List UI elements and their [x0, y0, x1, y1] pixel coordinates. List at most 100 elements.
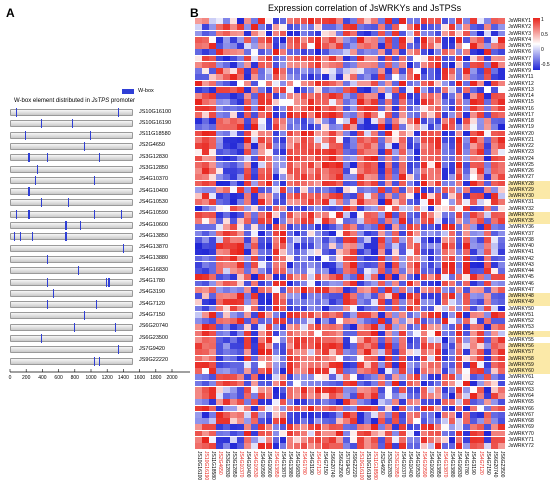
heatmap-cell [455, 74, 463, 81]
heatmap-row-label: JsWRKY65 [508, 399, 534, 406]
heatmap-cell [498, 155, 505, 162]
heatmap-cell [230, 324, 237, 331]
heatmap-col-label: JS3G12850 [392, 451, 399, 478]
heatmap-cell [371, 393, 378, 399]
heatmap-cell [314, 180, 322, 187]
heatmap-cell [448, 324, 456, 331]
heatmap-cell [364, 174, 371, 181]
heatmap-cell [209, 418, 216, 424]
heatmap-cell [399, 86, 407, 93]
heatmap-cell [314, 211, 322, 218]
heatmap-cell [413, 355, 421, 362]
heatmap-cell [314, 374, 322, 381]
heatmap-cell [357, 86, 364, 93]
wbox-mark [98, 153, 100, 163]
heatmap-cell [230, 68, 237, 74]
heatmap-cell [469, 430, 477, 437]
heatmap-cell [406, 311, 414, 318]
heatmap-cell [321, 299, 329, 306]
heatmap-cell [462, 399, 470, 406]
heatmap-cell [491, 199, 498, 206]
heatmap-cell [223, 293, 230, 299]
heatmap-cell [307, 343, 315, 349]
wbox-mark [123, 243, 125, 253]
heatmap-cell [272, 374, 280, 381]
heatmap-cell [244, 80, 251, 87]
heatmap-cell [286, 93, 294, 99]
heatmap-cell [195, 199, 202, 206]
heatmap-cell [371, 261, 378, 268]
heatmap-cell [357, 43, 364, 49]
heatmap-cell [314, 199, 322, 206]
heatmap-cell [448, 418, 456, 424]
heatmap-cell [357, 105, 364, 112]
heatmap-row-label: JsWRKY58 [508, 355, 550, 362]
heatmap-cell [300, 311, 308, 318]
heatmap-cell [216, 105, 223, 112]
heatmap-cell [314, 193, 322, 199]
heatmap-cell [272, 230, 280, 237]
heatmap-cell [484, 393, 491, 399]
heatmap-cell [477, 30, 484, 37]
heatmap-cell [336, 86, 343, 93]
heatmap-cell [223, 386, 230, 393]
heatmap-cell [448, 205, 456, 212]
heatmap-cell [223, 199, 230, 206]
heatmap-cell [286, 305, 294, 312]
heatmap-cell [293, 43, 301, 49]
heatmap-cell [378, 299, 385, 306]
heatmap-cell [378, 43, 385, 49]
heatmap-cell [251, 105, 259, 112]
heatmap-col-label: JS7G9420 [343, 451, 350, 475]
heatmap-cell [237, 111, 244, 118]
heatmap-cell [491, 205, 498, 212]
heatmap-cell [413, 405, 421, 412]
heatmap-cell [371, 61, 378, 68]
heatmap-cell [462, 93, 470, 99]
heatmap-cell [364, 180, 371, 187]
heatmap-cell [244, 99, 251, 106]
heatmap-cell [328, 424, 336, 431]
heatmap-cell [469, 130, 477, 137]
heatmap-cell [441, 49, 449, 56]
heatmap-cell [491, 180, 498, 187]
heatmap-cell [216, 299, 223, 306]
heatmap-cell [441, 261, 449, 268]
heatmap-cell [328, 436, 336, 443]
heatmap-col-label: JS4G7150 [322, 451, 329, 475]
heatmap-cell [420, 361, 428, 368]
heatmap-cell [455, 274, 463, 281]
heatmap-cell [491, 368, 498, 374]
heatmap-cell [469, 218, 477, 224]
heatmap-cell [498, 318, 505, 324]
heatmap-cell [202, 274, 209, 281]
heatmap-cell [272, 386, 280, 393]
heatmap-cell [343, 199, 350, 206]
heatmap-cell [202, 24, 209, 31]
heatmap-cell [399, 261, 407, 268]
heatmap-cell [427, 218, 435, 224]
heatmap-cell [371, 36, 378, 43]
heatmap-cell [307, 55, 315, 62]
wbox-mark [80, 221, 82, 230]
wbox-mark [16, 209, 18, 219]
heatmap-cell [223, 149, 230, 156]
wbox-mark [89, 130, 92, 140]
heatmap-cell [364, 236, 371, 243]
heatmap-cell [244, 343, 251, 349]
axis-tick-label: 0 [9, 375, 12, 381]
heatmap-cell [427, 168, 435, 174]
heatmap-cell [484, 249, 491, 256]
heatmap-cell [237, 311, 244, 318]
heatmap-cell [413, 305, 421, 312]
heatmap-cell [350, 255, 357, 262]
heatmap-cell [195, 349, 202, 356]
heatmap-row-label: JsWRKY47 [508, 286, 534, 293]
heatmap-cell [195, 49, 202, 56]
heatmap-cell [279, 211, 287, 218]
heatmap-cell [328, 174, 336, 181]
heatmap-cell [350, 168, 357, 174]
heatmap-cell [258, 236, 266, 243]
heatmap-cell [293, 255, 301, 262]
heatmap-cell [448, 143, 456, 149]
